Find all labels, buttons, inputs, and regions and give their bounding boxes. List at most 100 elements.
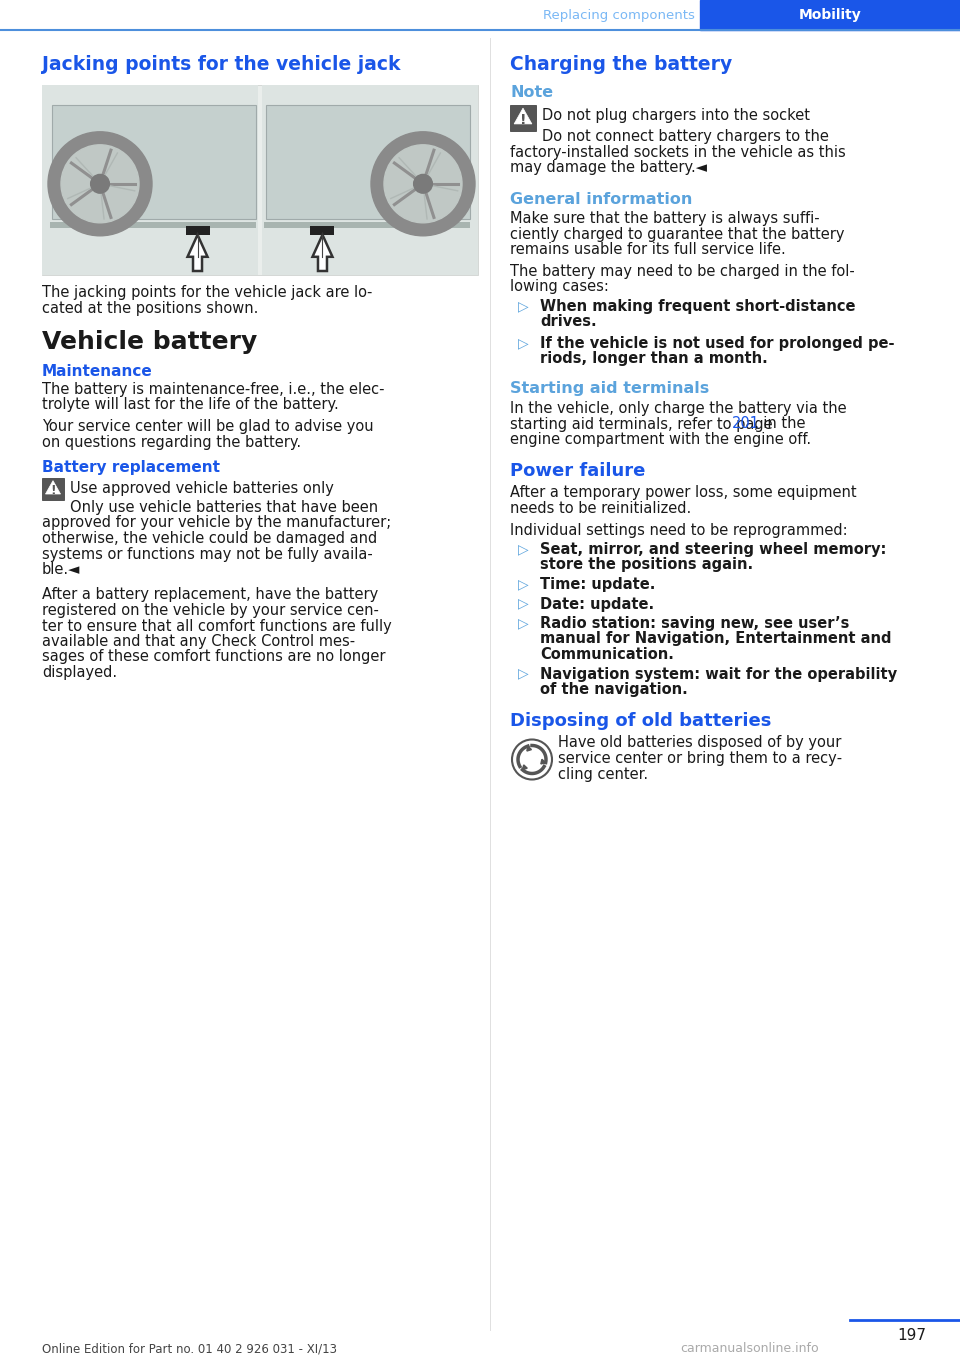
Circle shape (48, 132, 152, 236)
Text: remains usable for its full service life.: remains usable for its full service life… (510, 242, 785, 257)
Text: of the navigation.: of the navigation. (540, 682, 687, 697)
Text: ter to ensure that all comfort functions are fully: ter to ensure that all comfort functions… (42, 618, 392, 633)
Text: Disposing of old batteries: Disposing of old batteries (510, 711, 772, 730)
Circle shape (371, 132, 475, 236)
Text: !: ! (519, 113, 526, 127)
Text: registered on the vehicle by your service cen‐: registered on the vehicle by your servic… (42, 603, 379, 618)
Text: In the vehicle, only charge the battery via the: In the vehicle, only charge the battery … (510, 400, 847, 415)
Text: ▷: ▷ (518, 336, 529, 350)
Text: Have old batteries disposed of by your: Have old batteries disposed of by your (558, 735, 841, 750)
Text: Your service center will be glad to advise you: Your service center will be glad to advi… (42, 419, 373, 434)
Text: Date: update.: Date: update. (540, 597, 654, 612)
Polygon shape (527, 746, 532, 750)
Text: lowing cases:: lowing cases: (510, 279, 609, 294)
Text: ciently charged to guarantee that the battery: ciently charged to guarantee that the ba… (510, 227, 845, 242)
Text: ▷: ▷ (518, 542, 529, 556)
Circle shape (90, 174, 109, 193)
Text: sages of these comfort functions are no longer: sages of these comfort functions are no … (42, 650, 386, 665)
Text: may damage the battery.◄: may damage the battery.◄ (510, 159, 707, 174)
Text: , in the: , in the (754, 417, 805, 432)
Text: on questions regarding the battery.: on questions regarding the battery. (42, 434, 301, 449)
Text: engine compartment with the engine off.: engine compartment with the engine off. (510, 432, 811, 447)
Text: Battery replacement: Battery replacement (42, 460, 220, 475)
Polygon shape (45, 481, 60, 494)
Text: store the positions again.: store the positions again. (540, 557, 754, 572)
Text: The battery may need to be charged in the fol‐: The battery may need to be charged in th… (510, 264, 854, 279)
Text: needs to be reinitialized.: needs to be reinitialized. (510, 501, 691, 516)
Text: Vehicle battery: Vehicle battery (42, 330, 257, 354)
Text: Do not connect battery chargers to the: Do not connect battery chargers to the (542, 129, 828, 144)
Bar (52, 105, 256, 219)
Text: Time: update.: Time: update. (540, 577, 656, 592)
Text: trolyte will last for the life of the battery.: trolyte will last for the life of the ba… (42, 398, 339, 413)
Text: Power failure: Power failure (510, 462, 645, 479)
Text: ▷: ▷ (518, 300, 529, 313)
Text: !: ! (50, 484, 56, 497)
Bar (266, 105, 470, 219)
Text: If the vehicle is not used for prolonged pe‐: If the vehicle is not used for prolonged… (540, 336, 895, 351)
Bar (310, 226, 334, 234)
Bar (262, 84, 478, 275)
Text: The battery is maintenance-free, i.e., the elec‐: The battery is maintenance-free, i.e., t… (42, 381, 385, 396)
Polygon shape (522, 765, 527, 770)
Text: Only use vehicle batteries that have been: Only use vehicle batteries that have bee… (70, 500, 378, 515)
Text: Radio station: saving new, see user’s: Radio station: saving new, see user’s (540, 616, 850, 631)
Circle shape (61, 144, 139, 223)
Text: Navigation system: wait for the operability: Navigation system: wait for the operabil… (540, 666, 898, 681)
Polygon shape (540, 759, 545, 764)
Bar (42, 84, 478, 275)
Text: available and that any Check Control mes‐: available and that any Check Control mes… (42, 633, 355, 650)
Text: Make sure that the battery is always suffi‐: Make sure that the battery is always suf… (510, 211, 820, 226)
Text: Maintenance: Maintenance (42, 364, 153, 379)
Text: carmanualsonline.info: carmanualsonline.info (680, 1342, 819, 1355)
Text: drives.: drives. (540, 315, 596, 330)
Bar (42, 478, 64, 500)
Text: ▷: ▷ (518, 577, 529, 591)
Text: systems or functions may not be fully availa‐: systems or functions may not be fully av… (42, 546, 372, 561)
Text: riods, longer than a month.: riods, longer than a month. (540, 351, 768, 366)
Text: ▷: ▷ (518, 597, 529, 610)
Text: Individual settings need to be reprogrammed:: Individual settings need to be reprogram… (510, 523, 848, 538)
Text: Replacing components: Replacing components (543, 8, 695, 22)
Text: ▷: ▷ (518, 666, 529, 681)
Text: Charging the battery: Charging the battery (510, 54, 732, 74)
Bar (700, 0, 960, 30)
Text: After a temporary power loss, some equipment: After a temporary power loss, some equip… (510, 485, 856, 500)
Bar (264, 222, 470, 227)
Bar (50, 222, 256, 227)
Polygon shape (187, 234, 207, 271)
Bar (510, 105, 536, 131)
Text: 197: 197 (898, 1328, 926, 1343)
Circle shape (384, 144, 462, 223)
Text: General information: General information (510, 192, 692, 207)
Text: Use approved vehicle batteries only: Use approved vehicle batteries only (70, 481, 334, 496)
Bar (185, 226, 209, 234)
Text: Online Edition for Part no. 01 40 2 926 031 - XI/13: Online Edition for Part no. 01 40 2 926 … (42, 1342, 337, 1355)
Text: The jacking points for the vehicle jack are lo‐: The jacking points for the vehicle jack … (42, 285, 372, 300)
Text: cling center.: cling center. (558, 767, 648, 782)
Circle shape (414, 174, 432, 193)
Bar (42, 84, 258, 275)
Text: Jacking points for the vehicle jack: Jacking points for the vehicle jack (42, 54, 400, 74)
Text: Starting aid terminals: Starting aid terminals (510, 381, 709, 396)
Text: Communication.: Communication. (540, 647, 674, 662)
Text: ble.◄: ble.◄ (42, 563, 81, 577)
Polygon shape (515, 108, 532, 124)
Polygon shape (313, 234, 332, 271)
Text: cated at the positions shown.: cated at the positions shown. (42, 301, 258, 316)
Text: Mobility: Mobility (799, 8, 861, 22)
Text: factory-installed sockets in the vehicle as this: factory-installed sockets in the vehicle… (510, 144, 846, 159)
Text: 201: 201 (732, 417, 760, 432)
Text: manual for Navigation, Entertainment and: manual for Navigation, Entertainment and (540, 632, 892, 647)
Text: otherwise, the vehicle could be damaged and: otherwise, the vehicle could be damaged … (42, 531, 377, 546)
Text: service center or bring them to a recy‐: service center or bring them to a recy‐ (558, 750, 842, 765)
Text: approved for your vehicle by the manufacturer;: approved for your vehicle by the manufac… (42, 515, 392, 531)
Text: starting aid terminals, refer to page: starting aid terminals, refer to page (510, 417, 778, 432)
Text: Seat, mirror, and steering wheel memory:: Seat, mirror, and steering wheel memory: (540, 542, 886, 557)
Text: Do not plug chargers into the socket: Do not plug chargers into the socket (542, 108, 810, 123)
Text: Note: Note (510, 84, 553, 99)
Text: displayed.: displayed. (42, 665, 117, 680)
Text: When making frequent short-distance: When making frequent short-distance (540, 300, 855, 315)
Text: After a battery replacement, have the battery: After a battery replacement, have the ba… (42, 587, 378, 602)
Text: ▷: ▷ (518, 616, 529, 631)
